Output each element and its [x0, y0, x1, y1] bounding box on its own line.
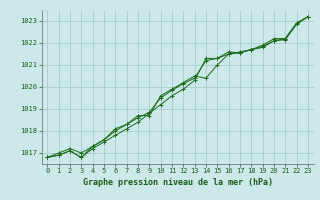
- X-axis label: Graphe pression niveau de la mer (hPa): Graphe pression niveau de la mer (hPa): [83, 178, 273, 187]
